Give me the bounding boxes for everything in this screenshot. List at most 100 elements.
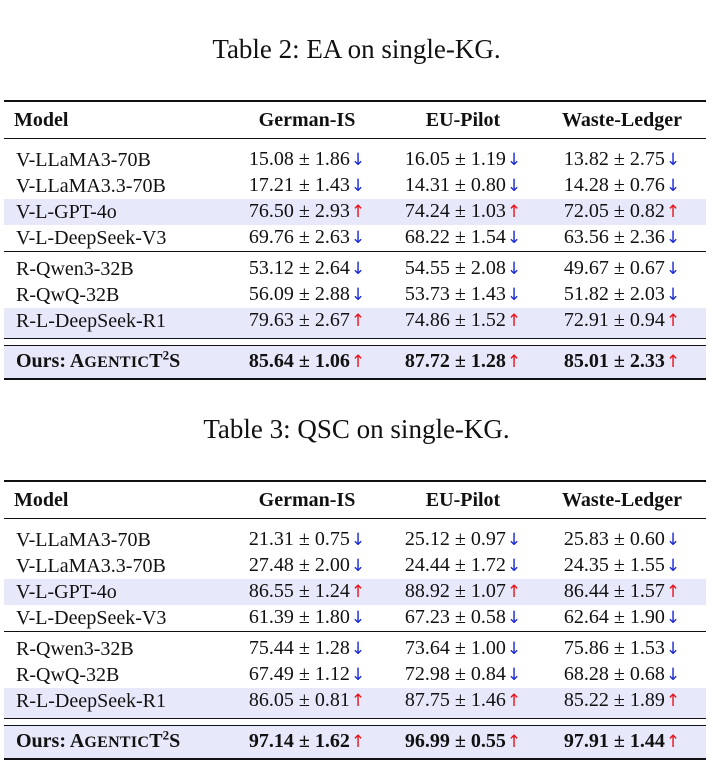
score-cell: 68.28 ± 0.68↓ [538, 662, 706, 688]
score-cell: 75.86 ± 1.53↓ [538, 631, 706, 662]
score-value: 15.08 ± 1.86 [248, 148, 350, 170]
down-arrow-icon: ↓ [350, 665, 366, 685]
table-row: R-L-DeepSeek-R1 86.05 ± 0.81↑ 87.75 ± 1.46… [4, 688, 706, 719]
score-value: 79.63 ± 2.67 [248, 309, 350, 331]
up-arrow-icon: ↑ [506, 352, 522, 372]
score-cell: 73.64 ± 1.00↓ [388, 631, 538, 662]
score-value: 86.44 ± 1.57 [563, 580, 665, 602]
header-row: Model German-IS EU-Pilot Waste-Ledger [4, 481, 706, 519]
table-row: R-Qwen3-32B 53.12 ± 2.64↓ 54.55 ± 2.08↓ 49.… [4, 251, 706, 282]
column-header-german-is: German-IS [258, 108, 356, 131]
score-cell: 54.55 ± 2.08↓ [388, 251, 538, 282]
score-cell: 85.22 ± 1.89↑ [538, 688, 706, 719]
separator-cell [538, 338, 706, 346]
score-value: 85.22 ± 1.89 [563, 689, 665, 711]
score-value: 96.99 ± 0.55 [404, 730, 506, 752]
score-value: 25.12 ± 0.97 [404, 528, 506, 550]
separator-cell [388, 718, 538, 726]
score-cell: 25.83 ± 0.60↓ [538, 519, 706, 554]
down-arrow-icon: ↓ [350, 150, 366, 170]
down-arrow-icon: ↓ [350, 530, 366, 550]
down-arrow-icon: ↓ [506, 150, 522, 170]
score-cell: 63.56 ± 2.36↓ [538, 225, 706, 252]
column-header-model: Model [14, 108, 69, 131]
method-name-s: S [169, 730, 181, 752]
score-value: 49.67 ± 0.67 [563, 257, 665, 279]
model-name-cell: R-QwQ-32B [16, 283, 120, 306]
score-cell: 86.55 ± 1.24↑ [226, 579, 388, 605]
score-value: 85.64 ± 1.06 [248, 350, 350, 372]
down-arrow-icon: ↓ [665, 530, 681, 550]
method-name-initial: A [69, 730, 85, 752]
separator-cell [388, 338, 538, 346]
score-cell: 74.24 ± 1.03↑ [388, 199, 538, 225]
score-value: 85.01 ± 2.33 [563, 350, 665, 372]
score-value: 69.76 ± 2.63 [248, 226, 350, 248]
model-name-cell: V-L-DeepSeek-V3 [16, 606, 167, 629]
score-cell: 87.75 ± 1.46↑ [388, 688, 538, 719]
score-cell: 49.67 ± 0.67↓ [538, 251, 706, 282]
up-arrow-icon: ↑ [350, 352, 366, 372]
down-arrow-icon: ↓ [665, 176, 681, 196]
down-arrow-icon: ↓ [506, 608, 522, 628]
score-value: 14.31 ± 0.80 [404, 174, 506, 196]
column-header-waste-ledger: Waste-Ledger [562, 488, 682, 511]
score-value: 17.21 ± 1.43 [248, 174, 350, 196]
up-arrow-icon: ↑ [350, 311, 366, 331]
column-header-eu-pilot: EU-Pilot [425, 108, 501, 131]
down-arrow-icon: ↓ [350, 556, 366, 576]
score-cell: 25.12 ± 0.97↓ [388, 519, 538, 554]
score-cell: 51.82 ± 2.03↓ [538, 282, 706, 308]
score-cell: 97.14 ± 1.62↑ [226, 725, 388, 759]
method-name-smallcaps: GENTIC [84, 734, 150, 751]
table-3: Model German-IS EU-Pilot Waste-Ledger V-… [4, 480, 706, 760]
table-row: V-L-GPT-4o 76.50 ± 2.93↑ 74.24 ± 1.03↑ 72.0… [4, 199, 706, 225]
score-value: 86.05 ± 0.81 [248, 689, 350, 711]
score-cell: 27.48 ± 2.00↓ [226, 553, 388, 579]
model-name-cell: V-LLaMA3-70B [16, 148, 151, 171]
score-value: 53.12 ± 2.64 [248, 257, 350, 279]
down-arrow-icon: ↓ [665, 639, 681, 659]
score-value: 68.28 ± 0.68 [563, 663, 665, 685]
separator-cell [226, 718, 388, 726]
score-value: 24.44 ± 1.72 [404, 554, 506, 576]
score-value: 63.56 ± 2.36 [563, 226, 665, 248]
separator-row [4, 718, 706, 726]
model-name-cell: R-L-DeepSeek-R1 [4, 688, 226, 719]
down-arrow-icon: ↓ [350, 285, 366, 305]
model-name-cell: V-LLaMA3.3-70B [16, 174, 166, 197]
up-arrow-icon: ↑ [350, 691, 366, 711]
score-cell: 79.63 ± 2.67↑ [226, 308, 388, 339]
up-arrow-icon: ↑ [665, 582, 681, 602]
method-name-s: S [169, 350, 181, 372]
down-arrow-icon: ↓ [506, 530, 522, 550]
down-arrow-icon: ↓ [506, 176, 522, 196]
model-name-cell: V-LLaMA3-70B [16, 528, 151, 551]
down-arrow-icon: ↓ [506, 285, 522, 305]
score-value: 67.49 ± 1.12 [248, 663, 350, 685]
score-cell: 74.86 ± 1.52↑ [388, 308, 538, 339]
separator-cell [226, 338, 388, 346]
score-value: 62.64 ± 1.90 [563, 606, 665, 628]
ours-prefix: Ours: [16, 350, 70, 372]
score-cell: 24.35 ± 1.55↓ [538, 553, 706, 579]
table-row: V-LLaMA3.3-70B 17.21 ± 1.43↓ 14.31 ± 0.80↓… [4, 173, 706, 199]
down-arrow-icon: ↓ [665, 228, 681, 248]
score-cell: 72.98 ± 0.84↓ [388, 662, 538, 688]
score-cell: 69.76 ± 2.63↓ [226, 225, 388, 252]
up-arrow-icon: ↑ [350, 732, 366, 752]
down-arrow-icon: ↓ [506, 639, 522, 659]
score-value: 72.91 ± 0.94 [563, 309, 665, 331]
up-arrow-icon: ↑ [350, 582, 366, 602]
up-arrow-icon: ↑ [506, 202, 522, 222]
score-cell: 15.08 ± 1.86↓ [226, 139, 388, 174]
model-name-cell: V-LLaMA3.3-70B [16, 554, 166, 577]
method-name-t: T [149, 730, 163, 752]
score-cell: 68.22 ± 1.54↓ [388, 225, 538, 252]
method-name-initial: A [69, 350, 85, 372]
separator-cell [4, 718, 226, 726]
score-cell: 13.82 ± 2.75↓ [538, 139, 706, 174]
separator-row [4, 338, 706, 346]
down-arrow-icon: ↓ [665, 150, 681, 170]
down-arrow-icon: ↓ [506, 556, 522, 576]
